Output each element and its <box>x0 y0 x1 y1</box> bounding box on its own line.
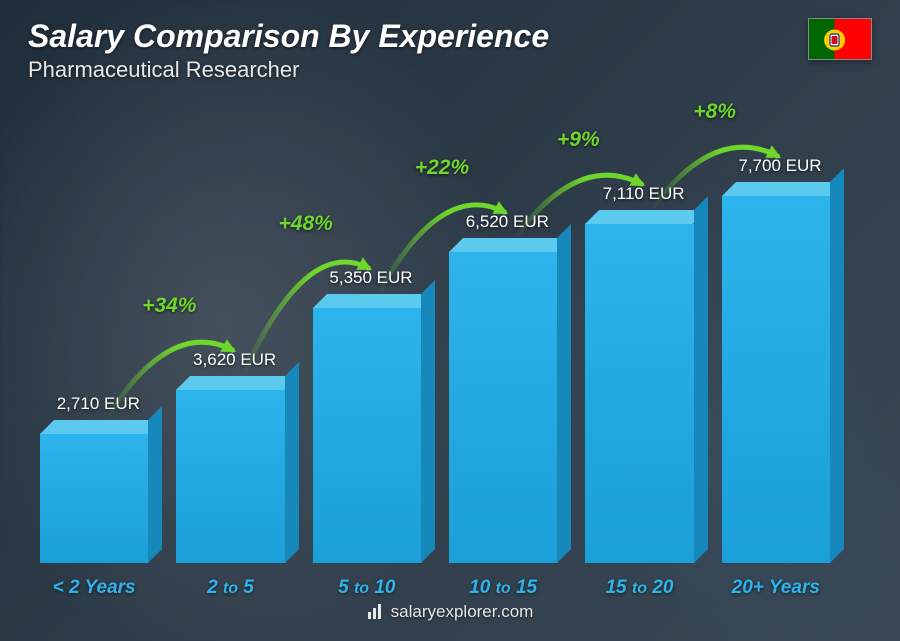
bar-group: 5,350 EUR5 to 10 <box>313 308 421 563</box>
header: Salary Comparison By Experience Pharmace… <box>28 18 872 83</box>
bar: 7,700 EUR <box>722 196 830 563</box>
bar: 7,110 EUR <box>585 224 693 563</box>
bar: 6,520 EUR <box>449 252 557 563</box>
chart-title: Salary Comparison By Experience <box>28 18 872 55</box>
bar-value-label: 3,620 EUR <box>193 350 276 370</box>
bar-category-label: 2 to 5 <box>207 577 254 599</box>
bar-group: 7,700 EUR20+ Years <box>722 196 830 563</box>
bar-group: 2,710 EUR< 2 Years <box>40 434 148 563</box>
bar-group: 6,520 EUR10 to 15 <box>449 252 557 563</box>
footer-text: salaryexplorer.com <box>391 602 534 621</box>
logo-icon <box>367 602 385 625</box>
bar-chart: 2,710 EUR< 2 Years 3,620 EUR2 to 5 5,350 E… <box>40 115 830 563</box>
content-root: Salary Comparison By Experience Pharmace… <box>0 0 900 641</box>
bar-value-label: 6,520 EUR <box>466 212 549 232</box>
bar-category-label: < 2 Years <box>53 577 136 599</box>
bar: 2,710 EUR <box>40 434 148 563</box>
bar-value-label: 5,350 EUR <box>329 268 412 288</box>
bar-category-label: 15 to 20 <box>605 577 673 599</box>
growth-label: +9% <box>557 128 600 152</box>
bar-value-label: 7,110 EUR <box>603 184 685 204</box>
bar-category-label: 5 to 10 <box>338 577 395 599</box>
bar-group: 3,620 EUR2 to 5 <box>176 390 284 563</box>
bar-value-label: 2,710 EUR <box>57 394 140 414</box>
bar: 5,350 EUR <box>313 308 421 563</box>
growth-label: +34% <box>142 294 196 318</box>
bar-value-label: 7,700 EUR <box>738 156 821 176</box>
footer-attribution: salaryexplorer.com <box>0 602 900 625</box>
bar-category-label: 10 to 15 <box>469 577 537 599</box>
bar-category-label: 20+ Years <box>732 577 820 599</box>
growth-label: +22% <box>415 156 469 180</box>
growth-label: +8% <box>693 100 736 124</box>
growth-label: +48% <box>279 212 333 236</box>
bar-group: 7,110 EUR15 to 20 <box>585 224 693 563</box>
chart-subtitle: Pharmaceutical Researcher <box>28 57 872 83</box>
bar: 3,620 EUR <box>176 390 284 563</box>
country-flag-portugal <box>808 18 872 60</box>
